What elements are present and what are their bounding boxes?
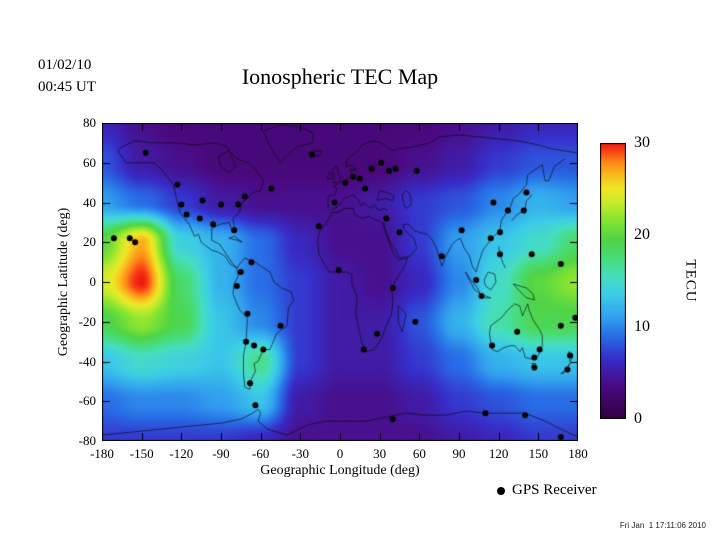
- time-label: 00:45 UT: [38, 79, 96, 95]
- x-tick-label: 120: [488, 446, 509, 461]
- y-tick-label: 40: [83, 194, 96, 210]
- x-tick-label: 60: [412, 446, 426, 461]
- x-tick-label: 30: [373, 446, 387, 461]
- gps-legend: GPS Receiver: [497, 482, 597, 499]
- colorbar-tick-label: 20: [634, 226, 650, 243]
- x-axis-title: Geographic Longitude (deg): [260, 463, 420, 478]
- x-tick-label: 150: [528, 446, 549, 461]
- x-tick-label: -90: [212, 446, 230, 461]
- date-label: 01/02/10: [38, 57, 92, 73]
- x-tick-label: -180: [90, 446, 114, 461]
- gps-legend-label: GPS Receiver: [512, 482, 597, 498]
- colorbar-tick-label: 0: [634, 410, 642, 427]
- x-tick-label: -120: [169, 446, 194, 461]
- render-timestamp: Fri Jan 1 17:11:06 2010: [619, 521, 706, 530]
- x-tick-label: 0: [336, 446, 344, 461]
- colorbar-tick-label: 10: [634, 318, 650, 335]
- colorbar-canvas: [600, 143, 626, 419]
- x-tick-label: -30: [291, 446, 309, 461]
- y-tick-label: 20: [83, 234, 96, 250]
- colorbar-title: TECU: [682, 259, 699, 303]
- plot-title: Ionospheric TEC Map: [241, 64, 439, 89]
- y-tick-label: -20: [78, 313, 96, 329]
- y-tick-label: 60: [83, 154, 96, 170]
- y-tick-label: -80: [78, 433, 96, 448]
- tec-map-plot: [102, 123, 578, 441]
- gps-marker-icon: [497, 486, 505, 495]
- x-tick-label: 180: [568, 446, 588, 461]
- y-tick-label: 80: [83, 115, 96, 130]
- x-tick-label: 90: [452, 446, 466, 461]
- datestamp: 01/02/10 00:45 UT: [38, 54, 96, 98]
- x-tick-label: -150: [129, 446, 154, 461]
- tec-map-canvas: [102, 123, 578, 441]
- y-tick-label: 0: [89, 274, 97, 289]
- y-tick-label: -60: [78, 393, 96, 409]
- x-tick-label: -60: [251, 446, 270, 461]
- colorbar-tick-label: 30: [634, 134, 650, 151]
- y-tick-label: -40: [78, 353, 96, 369]
